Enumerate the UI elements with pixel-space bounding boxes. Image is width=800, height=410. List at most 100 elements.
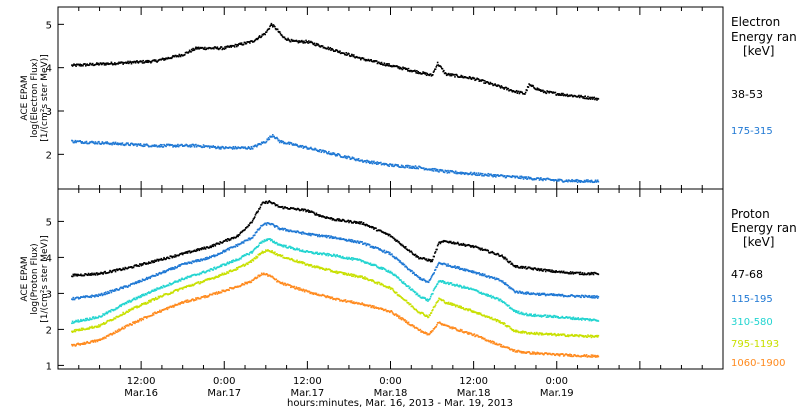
data-point (409, 286, 411, 289)
data-point (338, 218, 341, 220)
data-point (585, 180, 587, 182)
data-point (386, 63, 389, 65)
data-point (114, 332, 116, 335)
data-point (228, 262, 230, 265)
data-point (551, 316, 553, 319)
data-point (356, 275, 359, 278)
data-point (478, 80, 481, 82)
data-point (298, 248, 300, 250)
data-point (98, 325, 101, 328)
data-point (235, 146, 237, 149)
data-point (253, 145, 255, 148)
data-point (110, 142, 113, 145)
data-point (524, 313, 527, 316)
data-point (303, 262, 306, 265)
data-point (587, 95, 589, 98)
data-point (184, 300, 187, 303)
data-point (80, 64, 83, 66)
data-point (191, 49, 194, 52)
data-point (286, 207, 289, 209)
data-point (106, 312, 109, 315)
data-point (537, 293, 539, 295)
data-point (138, 305, 141, 307)
data-point (398, 240, 400, 243)
data-point (411, 251, 413, 254)
data-point (299, 144, 302, 147)
data-point (108, 292, 111, 294)
data-point (517, 312, 519, 314)
data-point (552, 178, 555, 181)
data-point (438, 297, 441, 300)
data-point (466, 172, 469, 175)
data-point (122, 311, 124, 314)
data-point (155, 144, 158, 147)
data-point (565, 179, 568, 181)
data-point (129, 61, 132, 63)
data-point (393, 273, 396, 276)
data-point (590, 336, 593, 339)
data-point (282, 245, 284, 248)
data-point (526, 332, 529, 335)
data-point (536, 87, 539, 89)
data-point (273, 135, 275, 138)
data-point (407, 70, 409, 72)
data-point (218, 275, 221, 278)
data-point (488, 275, 490, 277)
data-point (329, 217, 332, 220)
data-point (154, 274, 157, 277)
data-point (357, 158, 360, 160)
data-point (161, 286, 164, 289)
data-point (380, 249, 383, 252)
data-point (93, 272, 95, 275)
data-point (240, 42, 243, 44)
data-point (348, 256, 350, 259)
electron-legend-title-2: Energy ran (731, 30, 797, 44)
data-point (553, 332, 556, 335)
data-point (186, 301, 188, 303)
data-point (330, 254, 332, 256)
electron-ylabel-line-3: [1/(cm²s ster MeV)] (40, 54, 50, 141)
data-point (292, 207, 295, 209)
data-point (371, 245, 373, 248)
data-point (574, 317, 577, 319)
data-point (391, 165, 393, 167)
data-point (588, 319, 591, 322)
data-point (112, 318, 115, 321)
data-point (490, 297, 493, 299)
data-point (112, 141, 115, 144)
data-point (237, 235, 239, 238)
data-point (382, 162, 385, 165)
data-point (116, 142, 119, 144)
data-point (88, 319, 91, 321)
data-point (271, 239, 273, 241)
data-point (582, 334, 584, 337)
data-point (325, 234, 327, 237)
data-point (486, 295, 489, 297)
data-point (463, 285, 465, 288)
data-point (584, 95, 587, 97)
x-tick-time-label: 0:00 (213, 376, 235, 387)
data-point (199, 145, 202, 147)
data-point (398, 66, 400, 68)
data-point (524, 291, 527, 294)
data-point (480, 291, 483, 294)
data-point (519, 312, 522, 315)
data-point (109, 62, 112, 65)
data-point (542, 179, 544, 182)
data-point (90, 274, 93, 276)
data-point (127, 324, 130, 327)
data-point (71, 322, 73, 325)
data-point (272, 223, 275, 226)
data-point (280, 34, 283, 36)
data-point (367, 58, 370, 61)
data-point (389, 286, 391, 289)
data-point (240, 257, 242, 260)
data-point (159, 286, 162, 289)
y-tick-label: 5 (46, 217, 52, 228)
data-point (150, 290, 153, 292)
data-point (142, 59, 145, 62)
data-point (158, 310, 160, 313)
data-point (437, 64, 440, 66)
data-point (91, 62, 94, 65)
data-point (412, 306, 415, 309)
